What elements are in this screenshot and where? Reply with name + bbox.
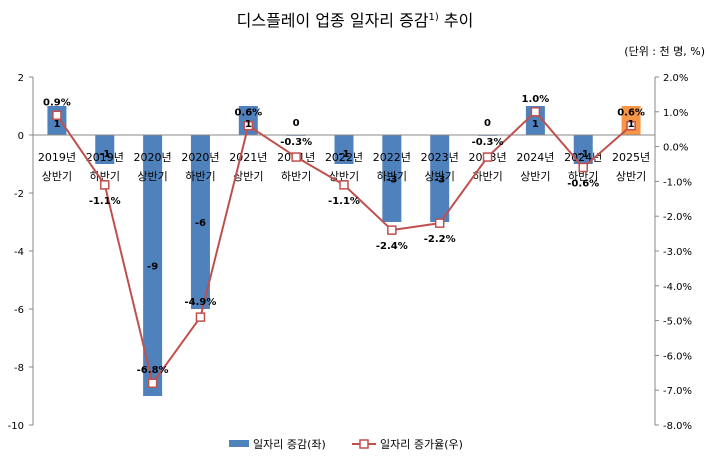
category-half-label: 하반기 [472,169,502,183]
line-marker [482,152,493,162]
legend-line-marker [359,439,369,449]
category-year-label: 2021년 [229,151,267,164]
rate-value-label: -0.6% [567,178,599,189]
category-year-label: 2020년 [181,151,219,164]
rate-value-label: -1.1% [328,196,360,207]
bar-value-label: -6 [195,218,206,229]
bar [95,135,115,164]
line-marker [52,110,62,121]
right-tick-label: -5.0% [663,317,692,328]
category-half-label: 하반기 [185,169,215,183]
chart-title: 디스플레이 업종 일자리 증감1) 추이 [237,11,474,30]
right-tick-label: -6.0% [663,351,692,362]
category-half-label: 하반기 [377,169,407,183]
category-half-label: 상반기 [137,170,167,183]
rate-value-label: -4.9% [185,297,217,308]
right-tick-label: -7.0% [663,386,692,397]
bar [190,135,210,309]
left-tick-label: -2 [14,189,24,200]
rate-value-label: 0.9% [43,97,71,108]
right-tick-label: -3.0% [663,247,692,258]
category-year-label: 2022년 [373,151,411,164]
category-year-label: 2025년 [612,151,650,164]
line-marker [147,378,158,388]
bar-value-label: -9 [147,262,158,273]
bar [334,135,354,164]
rate-value-label: -2.4% [376,241,408,252]
left-tick-label: -10 [8,421,24,432]
bar-value-label: -1 [99,149,110,160]
right-tick-label: -8.0% [663,421,692,432]
bar-value-label: 1 [628,119,635,130]
legend-line-label: 일자리 증가율(우) [380,437,463,451]
category-year-label: 2024년 [516,151,554,164]
rate-value-label: -6.8% [137,365,169,376]
line-marker [243,120,254,131]
category-half-label: 상반기 [42,170,72,183]
category-year-label: 2019년 [38,151,76,164]
rate-value-label: -2.2% [424,234,456,245]
right-tick-label: -4.0% [663,282,692,293]
rate-value-label: 0.6% [617,108,645,119]
left-tick-label: 0 [18,131,24,142]
bar [430,135,450,222]
category-half-label: 하반기 [568,169,598,183]
rate-value-label: 1.0% [522,94,550,105]
rate-value-label: -0.3% [472,137,504,148]
bar [143,135,163,396]
right-tick-label: 1.0% [663,108,688,119]
right-tick-label: 2.0% [663,73,688,84]
category-year-label: 2024년 [564,151,602,164]
left-tick-label: -8 [14,363,24,374]
legend-bar-swatch [229,440,249,447]
right-tick-label: 0.0% [663,143,688,154]
legend: 일자리 증감(좌) 일자리 증가율(우) [229,437,463,451]
category-half-label: 상반기 [233,170,263,183]
line-marker [339,180,349,190]
line-marker [387,225,397,235]
line-marker [626,120,636,131]
bar-value-label: -3 [386,175,397,186]
bar-value-label: -1 [578,149,589,160]
left-axis: 2 0 -2 -4 -6 -8 -10 [8,73,34,432]
bar-value-label: 0 [293,118,300,129]
category-half-label: 하반기 [281,169,311,183]
left-tick-label: -4 [14,247,24,258]
unit-label: (단위 : 천 명, %) [624,44,705,58]
line-marker [195,312,206,322]
legend-bar-label: 일자리 증감(좌) [253,437,326,451]
left-tick-label: 2 [18,73,24,84]
bar-value-label: -1 [338,149,349,160]
bar-value-label: 1 [53,119,60,130]
line-marker [100,180,110,190]
bar-value-label: 0 [484,118,491,129]
left-tick-label: -6 [14,305,24,316]
bar [382,135,402,222]
rate-value-label: -1.1% [89,196,121,207]
line-marker [291,152,301,162]
right-tick-label: -2.0% [663,212,692,223]
bar [573,135,593,164]
category-year-label: 2020년 [134,151,172,164]
right-tick-label: -1.0% [663,177,692,188]
line-marker [578,162,588,173]
bar-value-label: 1 [532,119,539,130]
category-year-label: 2023년 [421,151,459,164]
category-half-label: 상반기 [616,170,646,183]
right-axis: 2.0% 1.0% 0.0% -1.0% -2.0% -3.0% -4.0% -5.0% -6.… [654,73,692,432]
category-half-label: 상반기 [520,170,550,183]
line-marker [530,107,541,117]
bar-value-label: 1 [245,119,252,130]
rate-value-label: 0.6% [234,108,262,119]
category-year-label: 2022년 [325,151,363,164]
category-year-label: 2019년 [86,151,124,164]
rate-value-label: -0.3% [280,137,312,148]
line-marker [434,218,445,228]
bar-value-label: -3 [434,175,445,186]
category-half-label: 상반기 [425,170,455,183]
